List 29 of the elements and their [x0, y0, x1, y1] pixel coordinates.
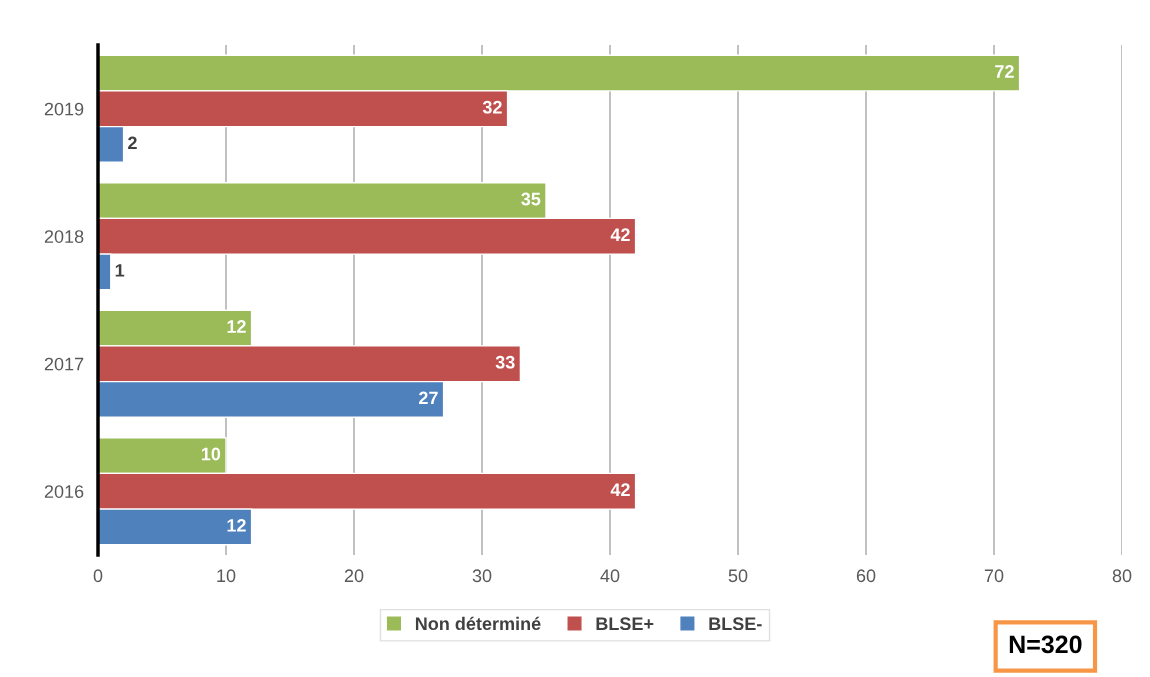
text: N=320	[1009, 635, 1082, 654]
data-label: 1	[115, 264, 125, 277]
x-tick-label: 0	[93, 569, 103, 583]
y-tick-label: 2019	[44, 102, 84, 116]
legend-label: Non déterminé	[415, 616, 541, 631]
data-label: 72	[995, 65, 1014, 78]
data-label: 42	[610, 228, 630, 241]
x-tick-label: 50	[728, 569, 748, 583]
x-tick-label: 30	[472, 569, 492, 583]
data-label: 12	[227, 320, 246, 333]
legend-label: BLSE+	[596, 617, 654, 631]
data-label: 35	[521, 192, 541, 206]
x-tick-label: 20	[344, 569, 364, 583]
y-tick-label: 2016	[44, 485, 84, 498]
x-tick-label: 80	[1112, 569, 1132, 583]
x-tick-label: 70	[984, 569, 1004, 583]
data-label: 2	[128, 136, 137, 150]
y-tick-label: 2018	[44, 230, 84, 243]
x-tick-label: 10	[217, 569, 236, 583]
x-tick-label: 40	[600, 569, 620, 583]
data-label: 33	[495, 355, 515, 369]
y-tick-label: 2017	[44, 357, 84, 371]
data-label: 12	[227, 519, 246, 532]
data-label: 10	[201, 447, 221, 461]
legend-label: BLSE-	[709, 617, 762, 631]
x-tick-label: 60	[856, 569, 876, 583]
data-label: 42	[610, 483, 630, 496]
data-label: 27	[419, 391, 438, 405]
data-label: 32	[482, 100, 502, 114]
